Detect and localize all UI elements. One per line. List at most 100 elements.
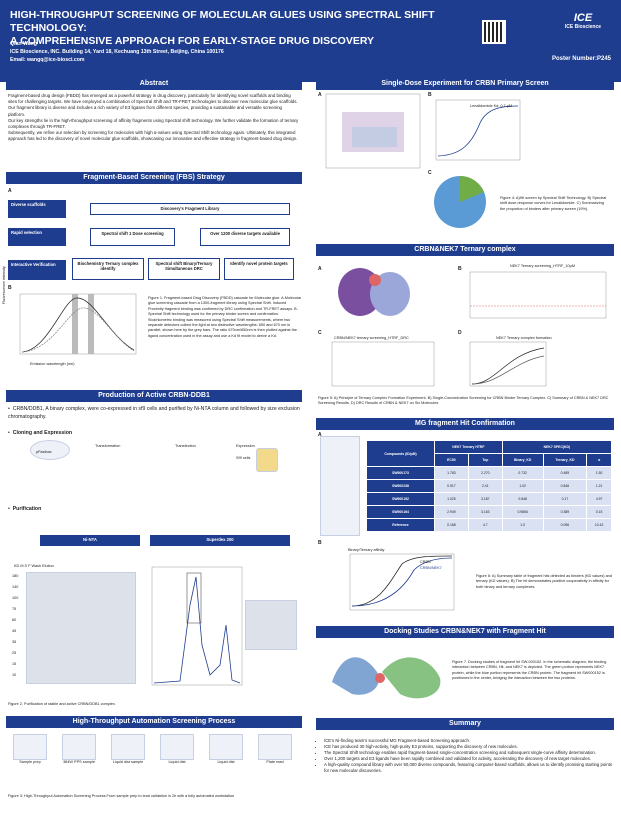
mw-marker: 60 [12,618,17,622]
fbs-identify-box: Identify novel protein targets [224,258,294,280]
mw-marker: 180 [12,574,19,578]
abstract-text: Fragment-based drug design (FBDD) has em… [8,93,300,143]
spectrum-y-label: Fluorescence intensity [2,266,6,304]
summary-heading: Summary [316,718,614,730]
ternary-label-a: A [318,266,322,272]
detector-bar-670 [88,294,94,354]
table-cell: 2.41 [467,479,503,493]
poster-number: Poster Number:P245 [551,56,611,62]
lenalidomide-kd-label: Lenalidomide Kd: 0.7 μM [470,104,513,108]
table-row: SW000238 0.917 2.41 1.02 0.846 1.21 [366,479,612,493]
instrument-icon [62,734,96,760]
table-subheader: α [586,453,612,467]
table-cell: 1.02 [501,479,544,493]
title-line-1: HIGH-THROUGHPUT SCREENING OF MOLECULAR G… [10,9,435,34]
table-cell: Reference [366,518,435,532]
hts-step: Liquid dist [155,734,199,765]
figure-6-caption: Figure 6: A) Summary table of fragment h… [476,574,612,589]
ternary-drc-summary [331,341,435,387]
mw-marker: 15 [12,662,17,666]
gel-lane-labels: KD M S F Wash Elution [14,564,54,568]
instrument-icon [209,734,243,760]
step-sf9: Sf9 cells [236,456,251,460]
mg-label-b: B [318,540,322,546]
plasmid-icon [30,440,70,460]
single-label-c: C [428,170,432,176]
mg-label-a: A [318,432,322,438]
fbs-row-interactive: Interactive Verification [8,260,66,280]
table-row: SW000164 2.949 3.163 0.9856 0.389 0.15 [366,505,612,519]
sds-gel-ni-nta [26,572,136,684]
table-cell: 3.163 [467,505,503,519]
detector-bar-650 [72,294,78,354]
instrument-icon [13,734,47,760]
spectrum-x-label: Emission wavelength (nm) [30,362,75,366]
emission-spectrum-plot [19,293,137,355]
table-cell: 0.17 [542,492,588,506]
logo-mark-icon: ICE [573,12,593,24]
table-subheader: Ternary_KD [542,453,588,467]
table-cell: 10.42 [586,518,612,532]
poster-header: HIGH-THROUGHPUT SCREENING OF MOLECULAR G… [0,0,621,82]
hts-step: Plate read [253,734,297,765]
summary-list: ICE's Ni-finding team's successful MG Fr… [316,738,612,774]
table-cell: 1.50 [586,466,612,480]
table-cell: 0.168 [433,518,469,532]
ternary-label-c: C [318,330,322,336]
hts-step-label: 384W PPS sample [63,760,95,764]
logo-text: ICE Bioscience [564,24,602,30]
instrument-icon [160,734,194,760]
table-row: SW000173 1.783 2.270 0.732 0.489 1.50 [366,466,612,480]
figure-7-caption: Figure 7. Docking studies of fragment hi… [452,660,607,681]
instrument-icon [258,734,292,760]
production-bullet-1-text: CRBN/DDB1, A binary complex, were co-exp… [8,406,300,420]
mg-hit-table: Compounds (ID/μM) NEK7 Ternary HTRF NEK7… [366,440,613,532]
production-bullet-3-text: Purification [12,506,42,512]
ni-nta-banner: Ni-NTA [40,535,140,546]
instrument-icon [111,734,145,760]
docking-heading: Docking Studies CRBN&NEK7 with Fragment … [316,626,614,638]
fbs-biochem-box: Biochemistry Ternary complex identify [72,258,144,280]
single-dose-heading: Single-Dose Experiment for CRBN Primary … [316,78,614,90]
table-cell: SW000152 [366,492,435,506]
ternary-label-b: B [458,266,462,272]
ternary-b-title: NEK7 Ternary screening_HTRF_10μM [510,264,576,268]
hts-step: Liquid dist [204,734,248,765]
ternary-single-conc-plot [469,271,607,319]
mg-legend-crbn: CRBN [420,560,431,564]
col-htrf: NEK7 Ternary HTRF [433,440,503,454]
table-cell: SW000164 [366,505,435,519]
mw-marker: 140 [12,585,19,589]
hts-step-label: Sample prep [19,760,41,764]
fbs-heading: Fragment-Based Screening (FBS) Strategy [6,172,302,184]
affiliation: ICE Bioscience, INC. Building 14, Yard 1… [10,49,224,55]
step-pfastbac: pFastbac [36,450,52,454]
table-cell: 1.783 [433,466,469,480]
table-cell: 0.9856 [501,505,544,519]
production-heading: Production of Active CRBN-DDB1 [6,390,302,402]
lenalidomide-dose-response [435,99,521,161]
figure-2-caption: Figure 2. Purification of stable and act… [8,702,116,706]
binder-pie-chart [434,176,486,228]
table-cell: 0.096 [542,518,588,532]
figure-3-caption: Figure 3: High-Throughput Automation Scr… [8,794,235,798]
table-cell: 0.846 [542,479,588,493]
ternary-drc-curves [469,341,547,387]
table-cell: 0.917 [433,479,469,493]
table-cell: 3.187 [467,492,503,506]
table-subheader: Binary_KD [501,453,544,467]
table-row: Reference 0.168 4.7 1.0 0.096 10.42 [366,518,612,532]
table-cell: SW000238 [366,479,435,493]
hts-step: Sample prep [8,734,52,765]
sec-chromatogram [151,566,243,686]
docking-structure-image [332,657,441,699]
superdex-banner: Superdex 200 [150,535,290,546]
table-cell: 1.025 [433,492,469,506]
table-cell: SW000173 [366,466,435,480]
figure-4-caption: Figure 4: A)Hit screen by Spectral Shift… [500,196,607,211]
hts-step-label: Liquid dist sample [112,760,144,764]
table-cell: 4.7 [467,518,503,532]
ternary-principle-diagram [338,268,410,316]
ternary-heading: CRBN&NEK7 Ternary complex [316,244,614,256]
summary-item: ICE's Ni-finding team's successful MG Fr… [324,738,612,744]
